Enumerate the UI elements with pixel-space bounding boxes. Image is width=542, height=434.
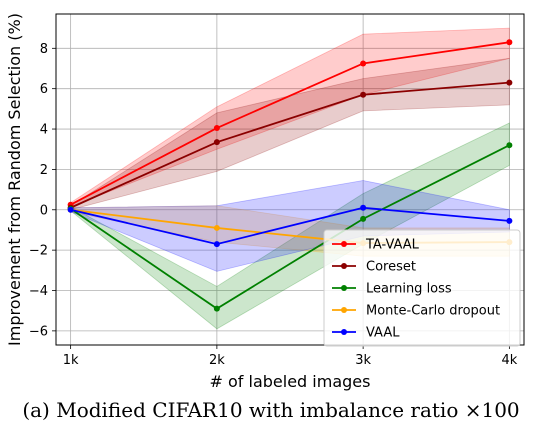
coreset-point [214, 139, 220, 145]
coreset-point [360, 92, 366, 98]
legend-label-coreset: Coreset [366, 260, 416, 275]
x-tick-label: 1k [63, 353, 79, 368]
vaal-point [68, 207, 74, 213]
vaal-point [214, 241, 220, 247]
legend-marker-ta-vaal [341, 241, 347, 247]
legend-marker-coreset [341, 263, 347, 269]
x-tick-label: 3k [355, 353, 371, 368]
legend-marker-learning-loss [341, 285, 347, 291]
y-tick-label: 6 [40, 82, 48, 97]
legend-label-learning-loss: Learning loss [366, 282, 452, 297]
y-tick-label: −4 [29, 284, 48, 299]
y-axis-label: Improvement from Random Selection (%) [5, 13, 24, 346]
legend: TA-VAAL Coreset Learning loss Monte-Carlo d… [324, 230, 520, 346]
ta-vaal-point [506, 39, 512, 45]
x-axis-label: # of labeled images [210, 372, 371, 391]
learning-loss-point [214, 306, 220, 312]
vaal-point [360, 205, 366, 211]
y-tick-label: −6 [29, 324, 48, 339]
y-tick-label: 4 [40, 123, 48, 138]
legend-label-vaal: VAAL [366, 326, 400, 341]
figure-caption: (a) Modified CIFAR10 with imbalance rati… [0, 398, 542, 422]
legend-label-monte-carlo-dropout: Monte-Carlo dropout [366, 304, 500, 319]
monte-carlo-dropout-point [214, 225, 220, 231]
y-tick-label: 8 [40, 42, 48, 57]
legend-marker-vaal [341, 329, 347, 335]
ta-vaal-point [214, 125, 220, 131]
vaal-point [506, 218, 512, 224]
learning-loss-point [360, 216, 366, 222]
legend-label-ta-vaal: TA-VAAL [365, 238, 420, 253]
y-tick-label: 0 [40, 203, 48, 218]
legend-marker-monte-carlo-dropout [341, 307, 347, 313]
x-tick-label: 2k [209, 353, 225, 368]
coreset-point [506, 80, 512, 86]
ta-vaal-point [360, 60, 366, 66]
x-tick-label: 4k [501, 353, 517, 368]
y-tick-label: −2 [29, 244, 48, 259]
y-tick-label: 2 [40, 163, 48, 178]
learning-loss-point [506, 142, 512, 148]
